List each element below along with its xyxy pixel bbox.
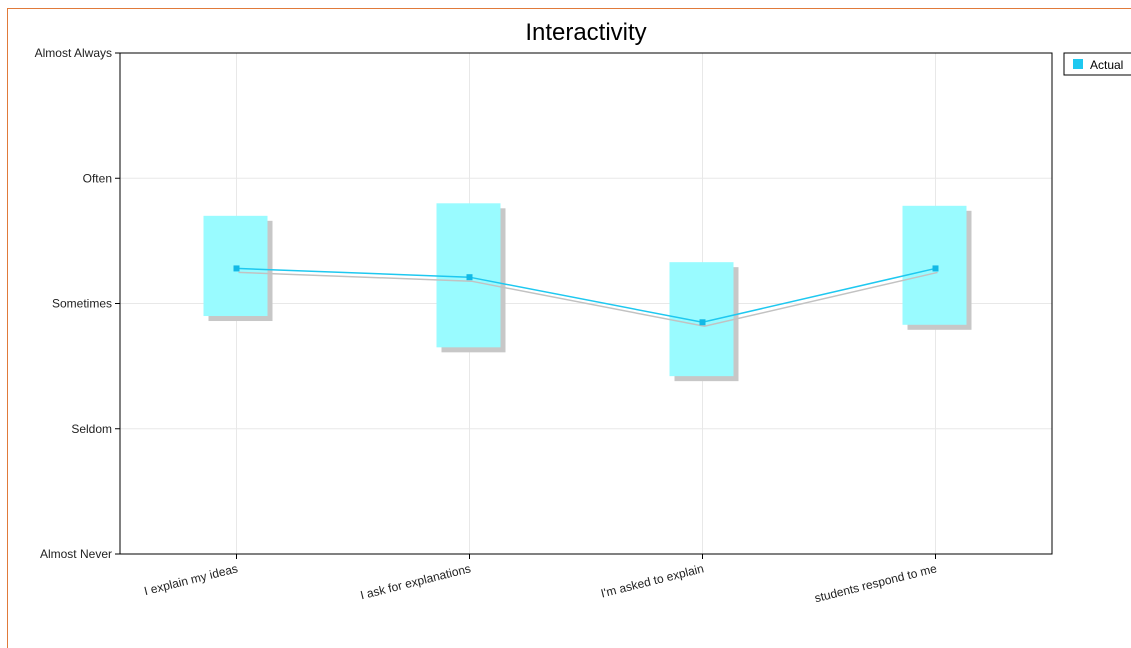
y-tick-label: Sometimes <box>52 297 112 311</box>
range-box <box>902 205 967 325</box>
legend-box <box>1063 52 1131 76</box>
legend-label-actual: Actual <box>1090 58 1123 72</box>
series-line-actual <box>236 267 936 324</box>
series-line-shadow <box>238 271 938 328</box>
legend-swatch <box>1073 59 1083 69</box>
series-point <box>233 265 240 272</box>
y-tick-label: Almost Never <box>40 547 112 561</box>
chart-title: Interactivity <box>525 19 646 46</box>
y-tick-label: Seldom <box>71 422 112 436</box>
x-tick-labels: I explain my ideas I ask for explanations… <box>143 561 939 605</box>
series-lines <box>236 267 938 328</box>
series-point <box>466 274 473 281</box>
legend: Actual <box>1063 52 1131 76</box>
x-tick-label: I explain my ideas <box>143 561 240 598</box>
chart-frame <box>7 8 1131 648</box>
series-point <box>699 319 706 326</box>
range-box-shadows <box>208 208 972 382</box>
series-point <box>932 265 939 272</box>
x-tick-label: students respond to me <box>813 561 938 605</box>
x-tick-label: I ask for explanations <box>359 561 472 602</box>
axes <box>115 52 1053 559</box>
y-tick-labels: Almost Never Seldom Sometimes Often Almost A… <box>35 46 112 561</box>
series-markers <box>233 265 939 326</box>
range-box <box>669 262 734 377</box>
x-tick-label: I'm asked to explain <box>599 561 705 600</box>
y-tick-label: Almost Always <box>35 46 112 60</box>
range-boxes <box>203 203 967 377</box>
y-tick-label: Often <box>83 171 112 185</box>
